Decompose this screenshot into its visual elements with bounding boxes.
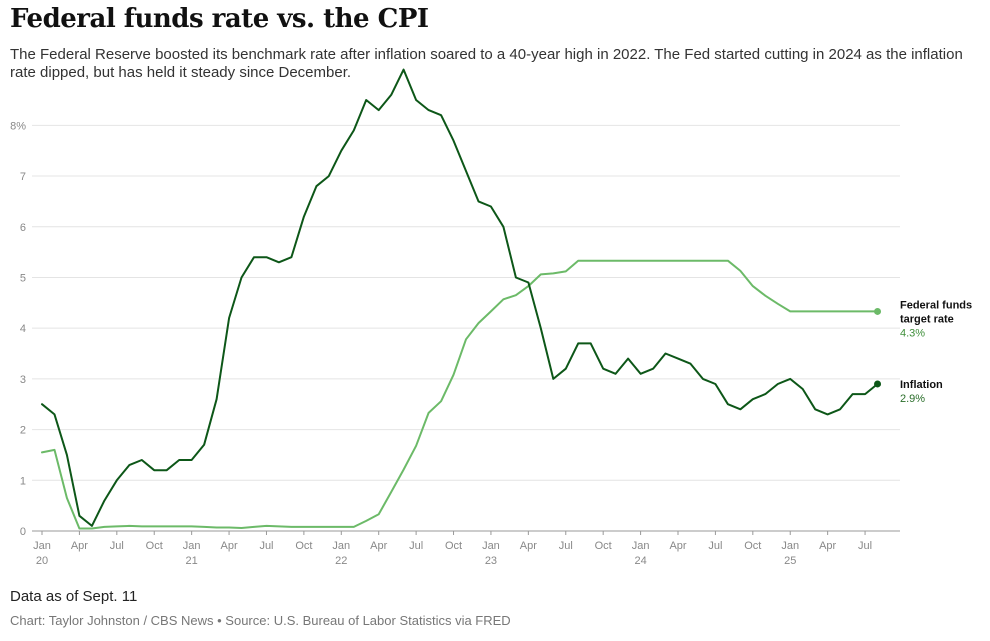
fed-funds-end-marker [874, 307, 882, 315]
x-tick-label: Apr [370, 540, 387, 552]
fed-funds-series-line [41, 259, 879, 530]
x-tick-year-label: 21 [186, 555, 198, 567]
x-tick-label: Jan [632, 540, 650, 552]
x-tick-label: Jan [183, 540, 201, 552]
y-tick-label: 7 [20, 171, 26, 183]
y-tick-label: 5 [20, 272, 26, 284]
x-tick-label: Apr [819, 540, 836, 552]
chart-subtitle: The Federal Reserve boosted its benchmar… [10, 46, 963, 81]
x-tick-label: Oct [595, 540, 612, 552]
x-tick-label: Jul [110, 540, 124, 552]
fed-funds-label: target rate [900, 313, 954, 325]
y-tick-label: 3 [20, 374, 26, 386]
inflation-label: Inflation [900, 379, 943, 391]
data-date-note: Data as of Sept. 11 [10, 588, 138, 605]
x-tick-label: Jul [708, 540, 722, 552]
x-tick-label: Oct [744, 540, 761, 552]
gridlines [32, 124, 900, 481]
x-tick-label: Oct [146, 540, 163, 552]
x-tick-year-label: 25 [784, 555, 796, 567]
x-tick-label: Apr [220, 540, 237, 552]
x-tick-label: Jan [482, 540, 500, 552]
y-tick-label: 0 [20, 526, 26, 538]
x-tick-label: Apr [71, 540, 88, 552]
inflation-end-value: 2.9% [900, 393, 925, 405]
y-tick-label: 4 [20, 323, 26, 335]
y-tick-label: 2 [20, 425, 26, 437]
fed-funds-end-value: 4.3% [900, 327, 925, 339]
y-tick-label: 6 [20, 222, 26, 234]
x-axis-ticks: Jan 20 Apr Jul Oct Jan 21 Apr Jul Oct Jan 22 Apr Jul O… [33, 531, 872, 567]
x-tick-label: Jul [559, 540, 573, 552]
fed-funds-label: Federal funds [900, 299, 972, 311]
x-tick-year-label: 20 [36, 555, 48, 567]
source-credit: Chart: Taylor Johnston / CBS News • Sour… [10, 613, 511, 628]
x-tick-label: Jan [332, 540, 350, 552]
x-tick-label: Jul [858, 540, 872, 552]
x-tick-label: Jan [781, 540, 799, 552]
inflation-series-line [41, 68, 879, 527]
y-tick-label: 1 [20, 475, 26, 487]
series-lines [41, 68, 882, 530]
inflation-end-marker [874, 380, 882, 388]
x-tick-label: Oct [295, 540, 312, 552]
x-tick-label: Oct [445, 540, 462, 552]
x-tick-label: Jul [259, 540, 273, 552]
y-tick-label: 8% [10, 120, 26, 132]
y-axis-ticks: 0 1 2 3 4 5 6 7 8% [10, 120, 26, 538]
chart-title: Federal funds rate vs. the CPI [10, 4, 429, 34]
x-tick-label: Jul [409, 540, 423, 552]
x-tick-year-label: 22 [335, 555, 347, 567]
end-labels: Federal funds target rate 4.3% Inflation 2.9… [900, 299, 972, 405]
x-tick-label: Apr [520, 540, 537, 552]
x-tick-label: Apr [669, 540, 686, 552]
x-tick-year-label: 23 [485, 555, 497, 567]
x-tick-label: Jan [33, 540, 51, 552]
x-tick-year-label: 24 [634, 555, 646, 567]
